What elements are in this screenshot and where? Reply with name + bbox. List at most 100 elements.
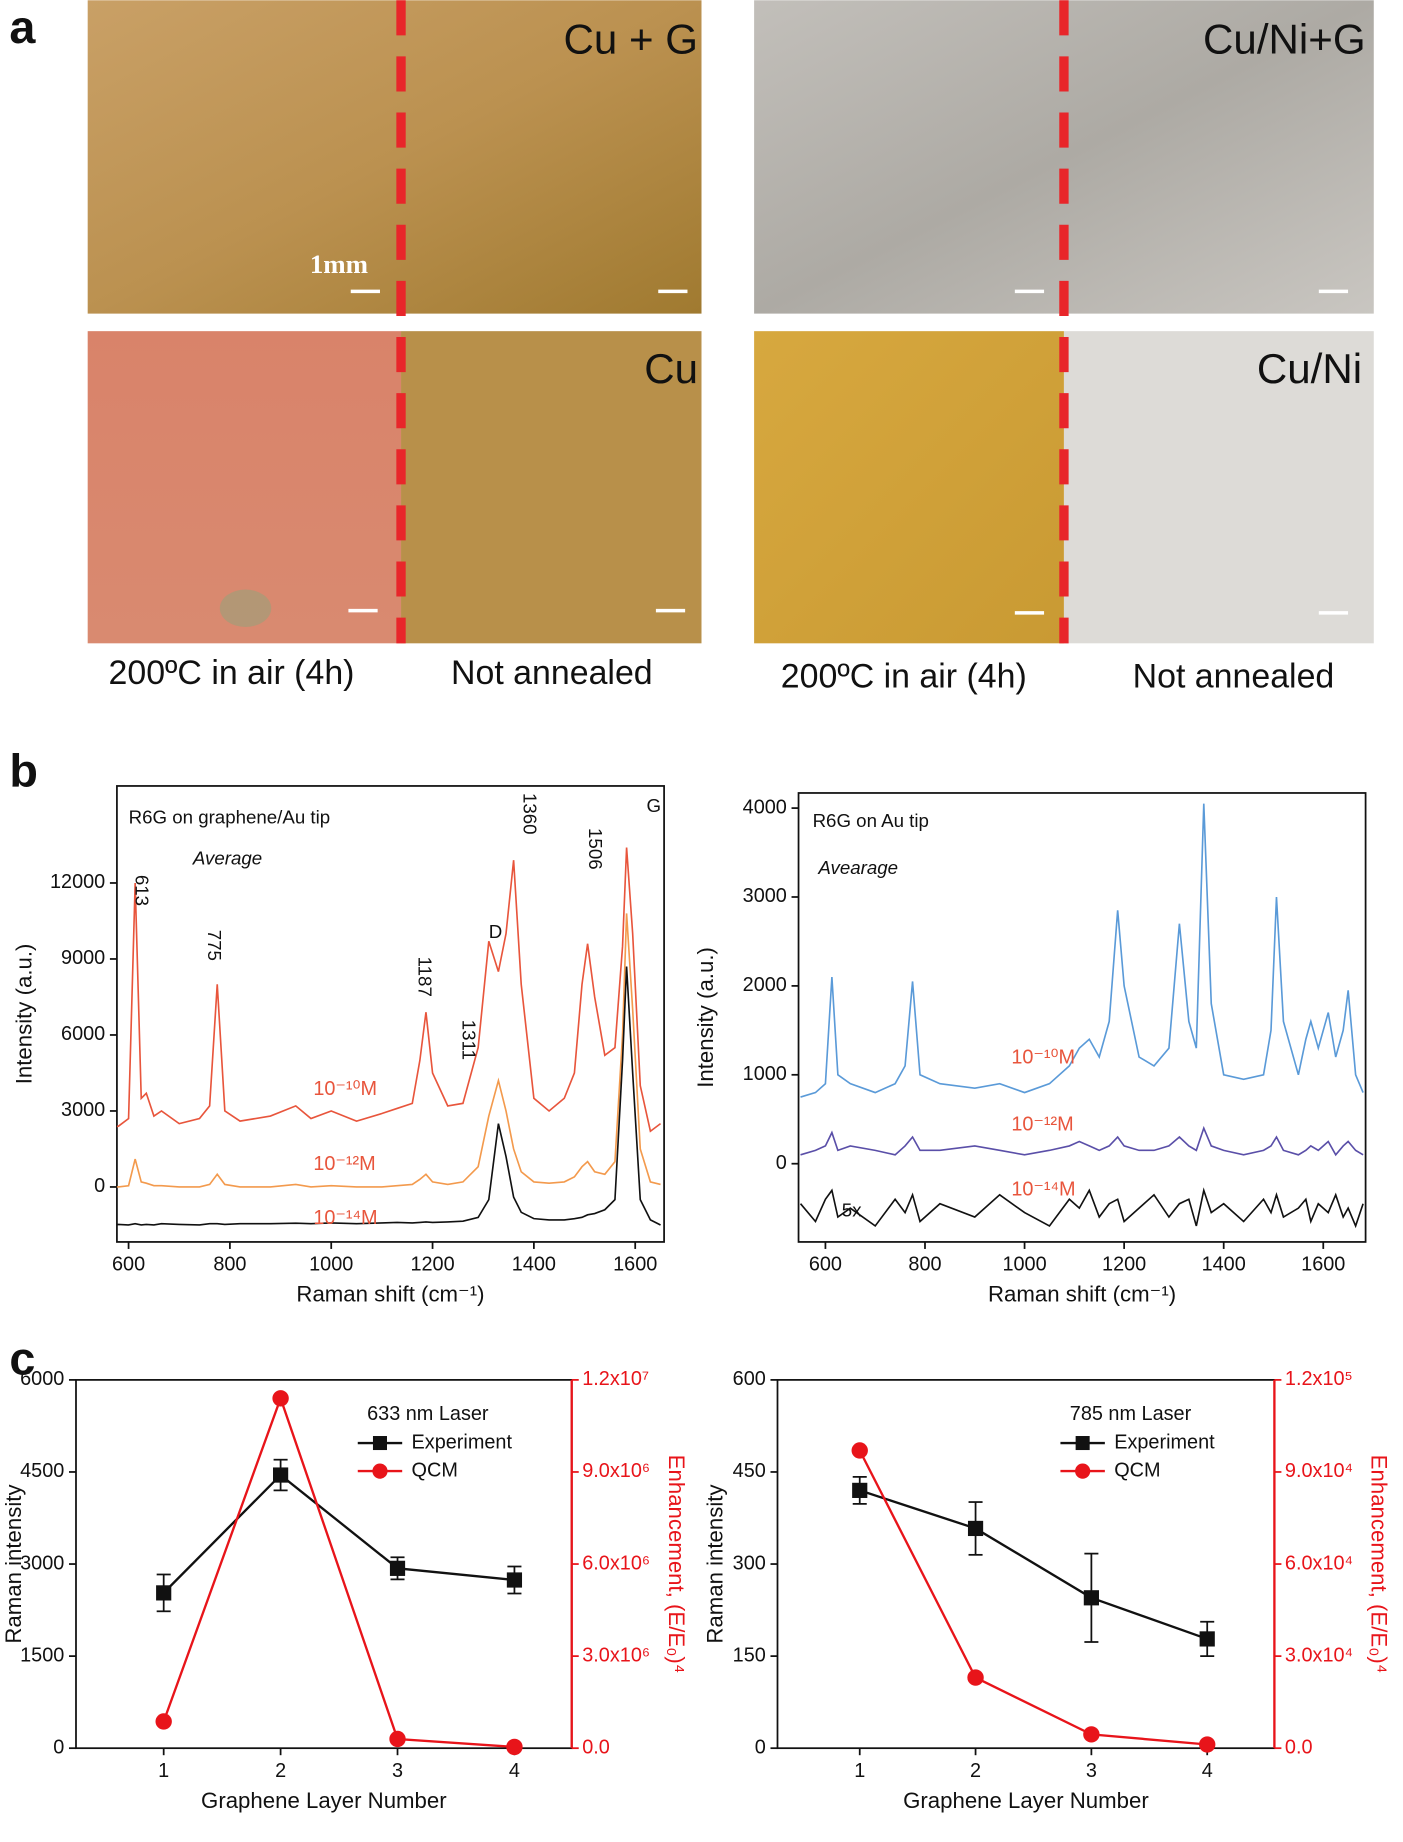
y2-tick-label: 9.0x10⁶	[582, 1460, 650, 1482]
marker	[155, 1713, 172, 1730]
annotation: 775	[204, 930, 225, 961]
y2-tick-label: 0.0	[1285, 1736, 1313, 1758]
x-tick-label: 1400	[1202, 1254, 1246, 1276]
y2-tick-label: 6.0x10⁶	[582, 1552, 650, 1574]
x-tick-label: 600	[112, 1254, 145, 1276]
annotation: D	[489, 921, 503, 942]
annotation: 5x	[842, 1199, 862, 1220]
series-line	[162, 1473, 515, 1594]
series-label: 10⁻¹²M	[1011, 1113, 1073, 1135]
series-line	[116, 913, 661, 1188]
x-tick-label: 1000	[1002, 1254, 1046, 1276]
legend-marker	[1075, 1436, 1090, 1451]
y-tick-label: 0	[53, 1736, 64, 1758]
marker	[1083, 1590, 1099, 1606]
series-label: 10⁻¹⁰M	[1011, 1047, 1075, 1069]
series-line	[800, 1125, 1364, 1157]
series-line	[800, 803, 1364, 1098]
legend-label: QCM	[1114, 1459, 1160, 1481]
annotation: R6G on Au tip	[813, 810, 929, 831]
series-line	[116, 847, 662, 1133]
x-tick-label: 800	[213, 1254, 246, 1276]
photo	[1063, 331, 1374, 644]
y-tick-label: 9000	[61, 947, 105, 969]
y-tick-label: 1000	[743, 1063, 787, 1085]
y-tick-label: 0	[94, 1175, 105, 1197]
scale-bars	[348, 289, 1349, 615]
y-tick-label: 3000	[743, 885, 787, 907]
annotation: 613	[131, 875, 152, 906]
legend-marker	[1075, 1463, 1091, 1479]
x-axis-label: Graphene Layer Number	[903, 1788, 1149, 1813]
x-tick-label: 1600	[613, 1254, 657, 1276]
marker	[156, 1585, 172, 1601]
series-label: 10⁻¹²M	[313, 1153, 375, 1175]
legend-label: Experiment	[412, 1431, 513, 1453]
x-tick-label: 3	[392, 1760, 403, 1782]
series-label: 10⁻¹⁴M	[1011, 1179, 1075, 1201]
y2-tick-label: 0.0	[582, 1736, 610, 1758]
x-tick-label: 1000	[309, 1254, 353, 1276]
scale-label: 1mm	[310, 249, 368, 279]
x-tick-label: 1200	[1102, 1254, 1146, 1276]
photo	[754, 331, 1064, 644]
caption: 200ºC in air (4h)	[109, 654, 355, 692]
x-tick-label: 600	[809, 1254, 842, 1276]
x-tick-label: 1400	[512, 1254, 556, 1276]
x-tick-label: 1600	[1301, 1254, 1345, 1276]
y-tick-label: 450	[733, 1460, 766, 1482]
marker	[967, 1669, 984, 1686]
marker	[851, 1442, 868, 1459]
y-tick-label: 3000	[20, 1552, 64, 1574]
marker	[852, 1482, 868, 1498]
series-line	[799, 1187, 1364, 1229]
y-tick-label: 300	[733, 1552, 766, 1574]
y2-tick-label: 6.0x10⁴	[1285, 1552, 1353, 1574]
x-tick-label: 800	[908, 1254, 941, 1276]
annotation: G	[647, 795, 662, 816]
x-axis-label: Raman shift (cm⁻¹)	[296, 1282, 484, 1307]
series-label: 10⁻¹⁴M	[313, 1207, 377, 1229]
y2-tick-label: 3.0x10⁴	[1285, 1644, 1353, 1666]
annotation: 1360	[520, 793, 541, 835]
series-line	[116, 966, 661, 1226]
y-tick-label: 2000	[743, 974, 787, 996]
x-tick-label: 4	[509, 1760, 520, 1782]
x-axis-label: Raman shift (cm⁻¹)	[988, 1282, 1176, 1307]
marker	[1199, 1736, 1216, 1753]
marker	[506, 1738, 523, 1756]
y2-tick-label: 9.0x10⁴	[1285, 1460, 1353, 1482]
y-tick-label: 4500	[20, 1460, 64, 1482]
x-tick-label: 2	[970, 1760, 981, 1782]
plot-frame	[797, 792, 1367, 1243]
photo-label: Cu + G	[564, 15, 698, 62]
marker	[389, 1730, 406, 1748]
y-tick-label: 6000	[61, 1023, 105, 1045]
y-tick-label: 1500	[20, 1644, 64, 1666]
series-line	[162, 1394, 515, 1749]
marker	[506, 1572, 523, 1588]
legend-marker	[372, 1436, 387, 1451]
series-line	[858, 1449, 1208, 1746]
y2-tick-label: 1.2x10⁷	[582, 1368, 649, 1390]
x-axis-label: Graphene Layer Number	[201, 1788, 447, 1813]
photo	[754, 0, 1374, 314]
y2-tick-label: 1.2x10⁵	[1285, 1368, 1353, 1390]
photo	[401, 331, 702, 644]
x-tick-label: 1	[158, 1760, 169, 1782]
series-label: 10⁻¹⁰M	[313, 1078, 377, 1100]
y-axis-label: Intensity (a.u.)	[693, 947, 718, 1088]
legend-marker	[372, 1463, 388, 1479]
x-tick-label: 1	[854, 1760, 865, 1782]
x-tick-label: 4	[1202, 1760, 1213, 1782]
marker	[1083, 1726, 1100, 1743]
annotation: 1506	[585, 828, 606, 870]
annotation: Avearage	[817, 857, 898, 878]
y2-axis-label: Enhancement, (E/E₀)⁴	[1366, 1455, 1391, 1674]
caption: Not annealed	[451, 654, 653, 692]
y-tick-label: 6000	[20, 1368, 64, 1390]
panel-label: c	[9, 1333, 35, 1385]
series-line	[859, 1489, 1208, 1641]
